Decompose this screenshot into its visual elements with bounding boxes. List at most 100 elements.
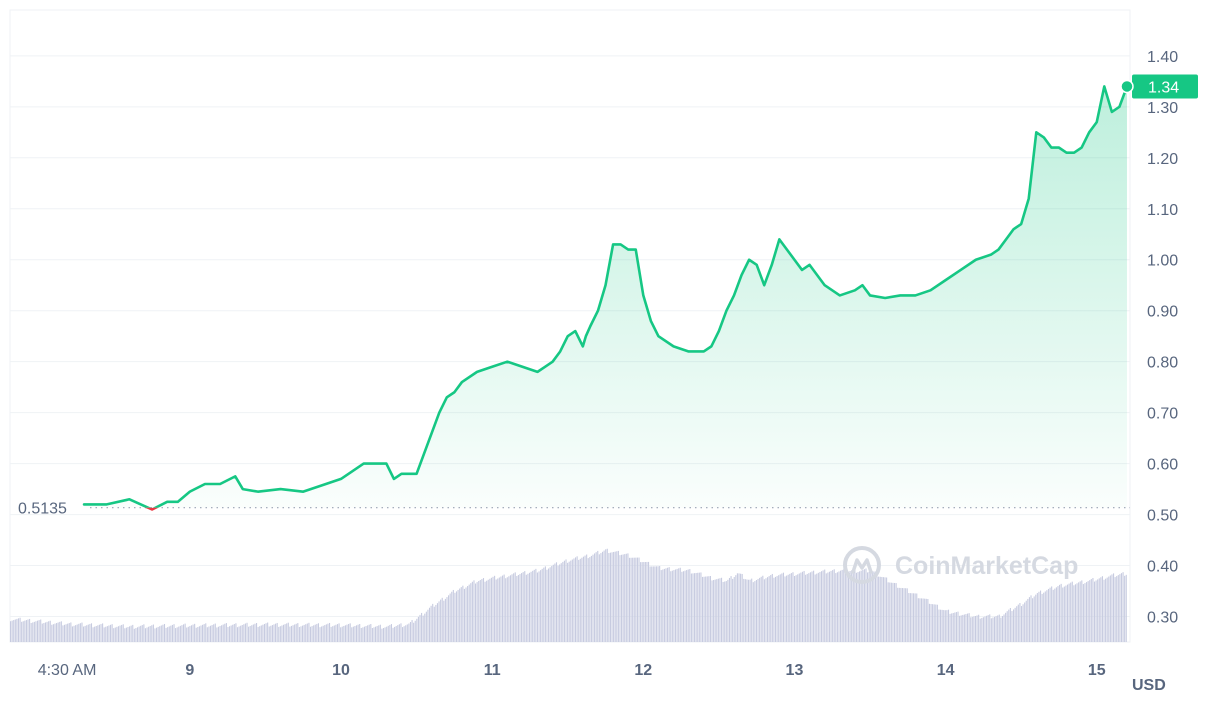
volume-bar — [176, 627, 178, 642]
volume-bar — [106, 626, 108, 642]
volume-bar — [1036, 593, 1038, 642]
volume-bar — [732, 578, 734, 642]
volume-bar — [598, 554, 600, 642]
volume-bar — [465, 587, 467, 642]
volume-bar — [127, 626, 129, 642]
volume-bar — [720, 577, 723, 642]
volume-bar — [516, 576, 518, 642]
volume-bar — [852, 569, 854, 642]
volume-bar — [463, 588, 465, 642]
volume-bar — [1016, 606, 1018, 642]
volume-bar — [870, 571, 872, 642]
volume-bar — [898, 587, 900, 642]
volume-bar — [1039, 590, 1042, 642]
volume-bar — [14, 619, 16, 642]
volume-bar — [765, 578, 767, 642]
volume-bar — [854, 568, 856, 642]
volume-bar — [373, 627, 375, 642]
volume-bar — [168, 626, 170, 642]
volume-bar — [916, 593, 918, 642]
volume-bar — [1079, 581, 1081, 642]
volume-bar — [41, 623, 43, 642]
volume-bar — [768, 576, 770, 642]
volume-bar — [1017, 604, 1019, 642]
volume-bar — [644, 562, 646, 642]
volume-bar — [816, 573, 818, 642]
volume-bar — [478, 581, 480, 642]
volume-bar — [597, 550, 599, 642]
y-tick-label: 0.40 — [1147, 559, 1178, 576]
volume-bar — [1054, 588, 1056, 642]
volume-bar — [703, 576, 705, 642]
volume-bar — [657, 566, 659, 642]
volume-bar — [83, 626, 85, 642]
volume-bar — [163, 623, 166, 642]
volume-bar — [402, 627, 404, 642]
volume-bar — [787, 574, 789, 642]
volume-bar — [129, 626, 131, 642]
volume-bar — [817, 572, 819, 642]
volume-bar — [989, 614, 991, 642]
volume-bar — [87, 624, 89, 642]
volume-bar — [797, 574, 799, 642]
volume-bar — [409, 622, 412, 642]
volume-bar — [341, 626, 343, 642]
volume-bar — [1117, 575, 1119, 642]
volume-bar — [724, 581, 726, 642]
volume-bar — [586, 554, 588, 642]
volume-bar — [1095, 580, 1097, 642]
volume-bar — [730, 576, 732, 642]
volume-bar — [63, 624, 66, 642]
volume-bar — [538, 571, 540, 642]
volume-bar — [571, 559, 573, 642]
volume-bar — [530, 571, 532, 642]
volume-bar — [359, 624, 361, 642]
volume-bar — [225, 623, 227, 642]
x-tick-label: 14 — [937, 662, 955, 679]
x-tick-label: 4:30 AM — [38, 662, 97, 679]
volume-bar — [117, 626, 120, 642]
volume-bar — [89, 623, 91, 642]
volume-bar — [806, 573, 808, 642]
volume-bar — [682, 571, 685, 642]
price-line-up — [82, 85, 1129, 508]
volume-bar — [801, 571, 804, 642]
volume-bar — [146, 627, 148, 642]
volume-bar — [1057, 586, 1059, 642]
volume-bar — [10, 621, 12, 642]
volume-bar — [733, 577, 735, 642]
volume-bar — [1014, 607, 1016, 642]
volume-bar — [56, 623, 58, 642]
volume-bar — [681, 571, 683, 642]
volume-bar — [674, 569, 677, 642]
volume-bar — [811, 571, 813, 642]
volume-bar — [90, 623, 93, 642]
volume-bar — [449, 593, 451, 642]
x-axis: 4:30 AM 9 10 11 12 13 14 15 — [38, 662, 1106, 679]
volume-bar — [798, 573, 800, 642]
volume-bar — [32, 622, 34, 642]
volume-bar — [236, 627, 239, 642]
volume-bar — [476, 582, 478, 642]
volume-bar — [790, 573, 792, 642]
volume-bar — [73, 625, 75, 642]
volume-bar — [908, 593, 910, 642]
volume-bar — [867, 572, 869, 642]
volume-bar — [930, 603, 932, 642]
y-tick-label: 1.20 — [1147, 151, 1178, 168]
volume-bar — [767, 577, 769, 642]
volume-bar — [433, 606, 435, 642]
volume-bar — [749, 579, 751, 642]
volume-bar — [968, 613, 970, 642]
volume-bar — [646, 561, 648, 642]
volume-bar — [1084, 583, 1086, 642]
volume-bar — [690, 573, 692, 642]
volume-bar — [920, 598, 923, 642]
volume-bar — [406, 624, 408, 642]
volume-bar — [221, 625, 223, 642]
y-tick-label: 0.50 — [1147, 508, 1178, 525]
volume-bar — [603, 550, 605, 642]
volume-bar — [1071, 581, 1073, 642]
y-tick-label: 1.40 — [1147, 49, 1178, 66]
volume-bar — [65, 624, 67, 642]
